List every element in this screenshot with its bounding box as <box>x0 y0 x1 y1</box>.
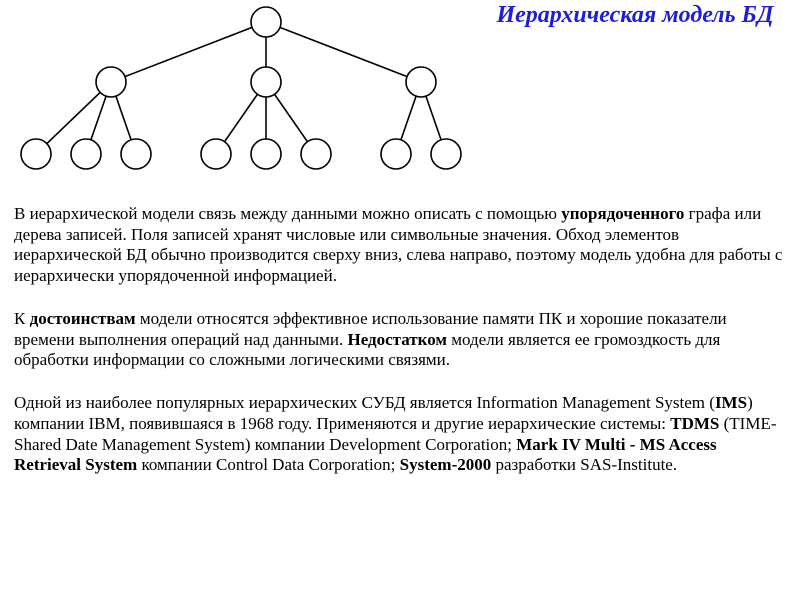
text-run: IMS <box>715 393 747 412</box>
tree-edge <box>111 22 266 82</box>
text-run: достоинствам <box>30 309 136 328</box>
tree-node <box>251 7 281 37</box>
body-text: В иерархической модели связь между данны… <box>0 200 800 494</box>
text-run: компании Control Data Corporation; <box>137 455 399 474</box>
text-run: System-2000 <box>400 455 492 474</box>
tree-node <box>251 67 281 97</box>
tree-node <box>301 139 331 169</box>
text-run: К <box>14 309 30 328</box>
tree-node <box>431 139 461 169</box>
hierarchy-tree <box>6 4 476 194</box>
tree-node <box>121 139 151 169</box>
tree-node <box>96 67 126 97</box>
paragraph-2: К достоинствам модели относятся эффектив… <box>0 305 800 375</box>
tree-node <box>201 139 231 169</box>
tree-node <box>251 139 281 169</box>
paragraph-1: В иерархической модели связь между данны… <box>0 200 800 291</box>
tree-node <box>21 139 51 169</box>
tree-node <box>381 139 411 169</box>
text-run: упорядоченного <box>561 204 684 223</box>
text-run: Недостатком <box>347 330 447 349</box>
text-run: Одной из наиболее популярных иерархическ… <box>14 393 715 412</box>
tree-node <box>406 67 436 97</box>
text-run: TDMS <box>670 414 719 433</box>
page-title: Иерархическая модель БД <box>480 2 790 30</box>
text-run: разработки SAS-Institute. <box>491 455 677 474</box>
paragraph-3: Одной из наиболее популярных иерархическ… <box>0 389 800 480</box>
tree-node <box>71 139 101 169</box>
tree-edge <box>266 22 421 82</box>
text-run: В иерархической модели связь между данны… <box>14 204 561 223</box>
